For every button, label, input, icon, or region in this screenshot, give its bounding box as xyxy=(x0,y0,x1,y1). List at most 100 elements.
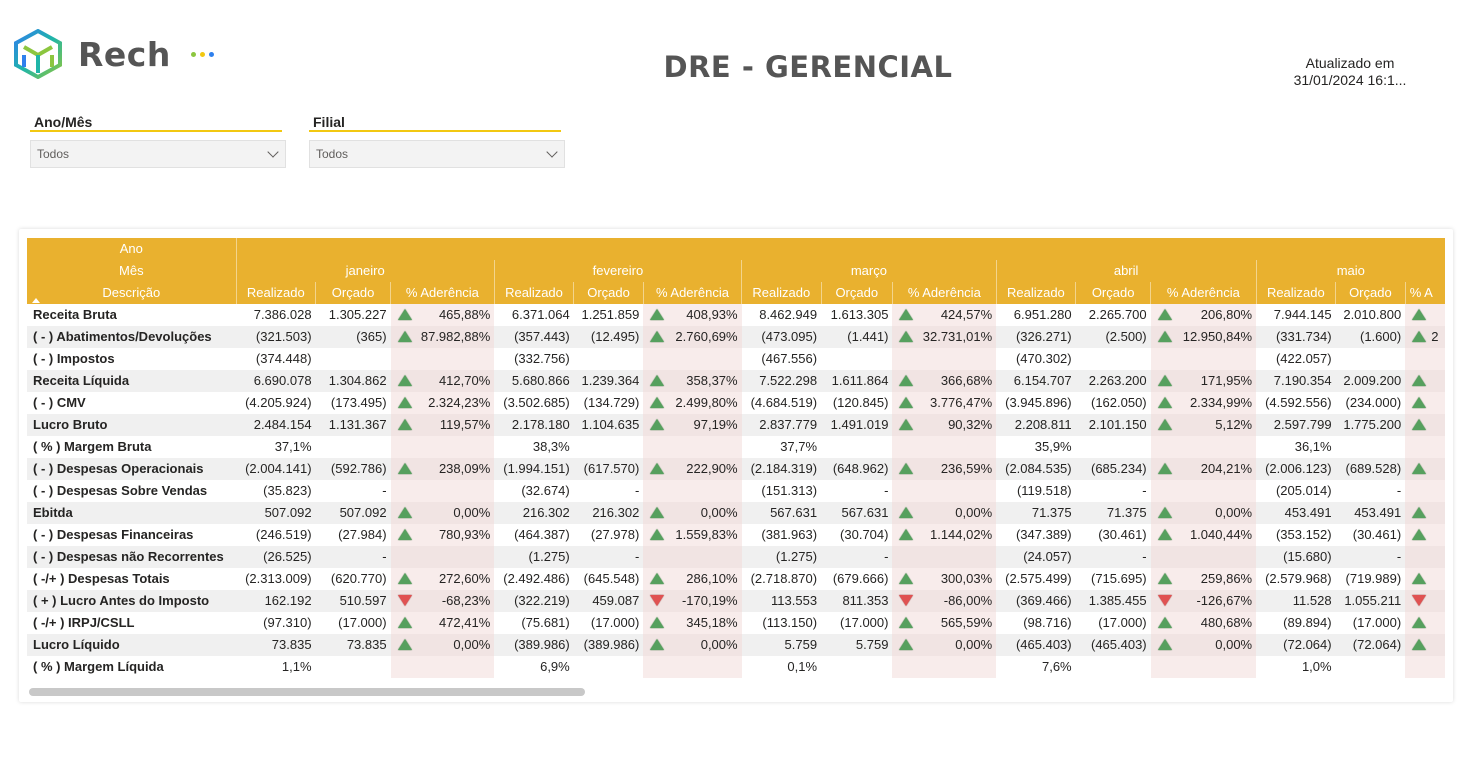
brand-dots xyxy=(190,51,214,57)
cell-realizado: (89.894) xyxy=(1283,615,1332,630)
cell-aderencia: 0,00% xyxy=(643,502,742,524)
cell-aderencia: 286,10% xyxy=(643,568,742,590)
cell-aderencia xyxy=(1405,392,1445,414)
measure-header[interactable]: Orçado xyxy=(820,282,893,304)
measure-header[interactable]: Realizado xyxy=(741,282,822,304)
sort-ascending-icon[interactable] xyxy=(32,298,40,303)
cell-realizado: 38,3% xyxy=(532,439,570,454)
kpi-up-arrow-icon xyxy=(1412,463,1427,474)
aderencia-value: 472,41% xyxy=(438,615,491,630)
table-row: ( - ) Despesas Financeiras (246.519) (27.9… xyxy=(27,524,1445,546)
cell-orcado: (162.050) xyxy=(1090,395,1147,410)
measure-header[interactable]: % Aderência xyxy=(642,282,742,304)
cell-realizado: (1.275) xyxy=(494,546,574,568)
cell-realizado: 6.371.064 xyxy=(511,307,570,322)
matrix-viewport[interactable]: Ano Mês janeiro fevereiro março abril maio Desc… xyxy=(27,238,1445,686)
table-row: ( - ) Abatimentos/Devoluções (321.503) (36… xyxy=(27,326,1445,348)
kpi-up-arrow-icon xyxy=(650,617,665,628)
cell-orcado: (173.495) xyxy=(330,395,387,410)
month-header[interactable]: janeiro xyxy=(235,260,495,282)
cell-orcado: - xyxy=(634,483,640,498)
cell-realizado: (3.502.685) xyxy=(503,395,570,410)
cell-aderencia: 0,00% xyxy=(892,634,997,656)
cell-aderencia: 259,86% xyxy=(1150,568,1257,590)
kpi-up-arrow-icon xyxy=(650,309,665,320)
horizontal-scrollbar[interactable] xyxy=(29,688,585,696)
cell-aderencia xyxy=(643,480,742,502)
cell-realizado: (357.443) xyxy=(494,326,574,348)
kpi-up-arrow-icon xyxy=(650,529,665,540)
cell-realizado: (2.718.870) xyxy=(750,571,818,586)
kpi-up-arrow-icon xyxy=(1157,309,1172,320)
cell-aderencia: 1.559,83% xyxy=(643,524,742,546)
cell-aderencia: 2.499,80% xyxy=(643,392,742,414)
last-updated: Atualizado em 31/01/2024 16:1... xyxy=(1272,55,1428,89)
cell-aderencia xyxy=(1405,502,1445,524)
cell-realizado: (205.014) xyxy=(1275,483,1332,498)
cell-aderencia: 119,57% xyxy=(390,414,495,436)
measure-header[interactable]: Realizado xyxy=(995,282,1076,304)
cell-realizado: 7,6% xyxy=(1041,659,1072,674)
aderencia-value: -86,00% xyxy=(943,593,993,608)
cell-orcado: 1.305.227 xyxy=(328,307,387,322)
table-row: Receita Bruta 7.386.028 1.305.227 465,88% 6.… xyxy=(27,304,1445,326)
cell-orcado: (120.845) xyxy=(832,395,889,410)
cell-orcado: - xyxy=(573,546,644,568)
aderencia-value: 222,90% xyxy=(686,461,738,476)
cell-orcado: (2.500) xyxy=(1075,326,1151,348)
cell-realizado: (75.681) xyxy=(521,615,570,630)
row-label: ( - ) Despesas Sobre Vendas xyxy=(33,483,208,498)
slicer-ano-mes-dropdown[interactable]: Todos xyxy=(30,140,286,168)
measure-header[interactable]: Realizado xyxy=(493,282,574,304)
measure-header[interactable]: Orçado xyxy=(315,282,391,304)
month-header[interactable]: maio xyxy=(1255,260,1445,282)
cell-realizado: 1,0% xyxy=(1301,659,1332,674)
cell-orcado: (389.986) xyxy=(573,634,644,656)
aderencia-value: 1.144,02% xyxy=(929,527,993,542)
measure-header[interactable]: Realizado xyxy=(235,282,316,304)
cell-orcado: 1.613.305 xyxy=(830,307,889,322)
cell-aderencia: 0,00% xyxy=(1150,502,1257,524)
kpi-up-arrow-icon xyxy=(1412,529,1427,540)
cell-orcado: (17.000) xyxy=(590,615,640,630)
cell-aderencia: 0,00% xyxy=(892,502,997,524)
cell-aderencia xyxy=(1150,436,1257,458)
cell-orcado: - xyxy=(382,483,387,498)
month-header[interactable]: abril xyxy=(995,260,1257,282)
kpi-up-arrow-icon xyxy=(650,639,665,650)
measure-header[interactable]: Orçado xyxy=(1335,282,1406,304)
cell-orcado xyxy=(316,348,391,370)
cell-realizado: 71.375 xyxy=(996,502,1076,524)
cell-orcado: 216.302 xyxy=(573,502,644,524)
cell-realizado: (374.448) xyxy=(255,351,312,366)
cell-orcado: 1.491.019 xyxy=(821,414,893,436)
header-description[interactable]: Descrição xyxy=(27,282,237,304)
cell-aderencia xyxy=(1405,348,1445,370)
cell-orcado: (30.704) xyxy=(840,527,889,542)
measure-header[interactable]: % A xyxy=(1404,282,1445,304)
measure-header[interactable]: % Aderência xyxy=(1150,282,1257,304)
aderencia-value: 12.950,84% xyxy=(1182,329,1253,344)
slicer-title: Ano/Mês xyxy=(30,114,282,132)
measure-header[interactable]: % Aderência xyxy=(891,282,997,304)
measure-header[interactable]: Orçado xyxy=(1075,282,1151,304)
month-header[interactable]: fevereiro xyxy=(493,260,742,282)
cell-orcado: 1.131.367 xyxy=(315,414,391,436)
measure-header[interactable]: Realizado xyxy=(1255,282,1336,304)
cell-aderencia xyxy=(1405,370,1445,392)
kpi-down-arrow-icon xyxy=(899,595,914,606)
aderencia-value: 0,00% xyxy=(700,637,738,652)
cell-realizado: (2.575.499) xyxy=(1005,571,1072,586)
month-header[interactable]: março xyxy=(741,260,997,282)
measure-header[interactable]: Orçado xyxy=(573,282,644,304)
kpi-up-arrow-icon xyxy=(397,529,412,540)
cell-realizado: (322.219) xyxy=(494,590,574,612)
cell-orcado: (620.770) xyxy=(330,571,387,586)
kpi-up-arrow-icon xyxy=(899,573,914,584)
cell-aderencia xyxy=(643,348,742,370)
measure-header[interactable]: % Aderência xyxy=(390,282,495,304)
slicer-filial-dropdown[interactable]: Todos xyxy=(309,140,565,168)
aderencia-value: 3.776,47% xyxy=(929,395,993,410)
cell-aderencia xyxy=(1405,480,1445,502)
cell-aderencia: 12.950,84% xyxy=(1150,326,1257,348)
